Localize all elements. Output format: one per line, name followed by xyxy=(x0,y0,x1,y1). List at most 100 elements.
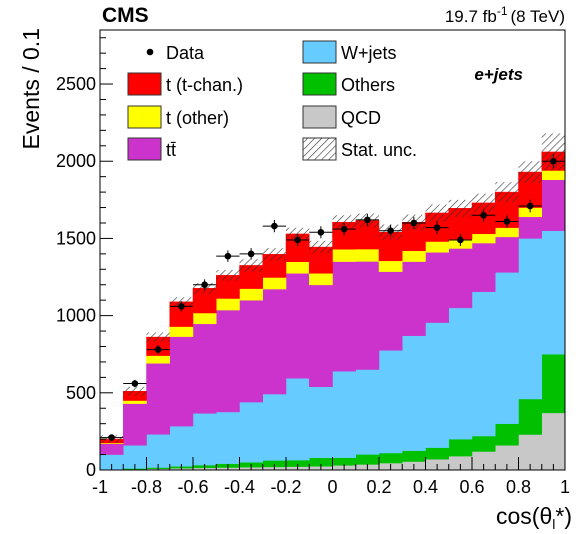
y-tick-label: 2500 xyxy=(56,74,96,94)
stat-unc-bin xyxy=(216,269,240,281)
w-jets-bin xyxy=(285,378,310,461)
stat-unc-bin xyxy=(518,161,542,183)
data-point xyxy=(503,218,511,225)
ttbar-bin xyxy=(518,216,542,239)
others-bin xyxy=(541,353,565,414)
legend-label-stat-unc: Stat. unc. xyxy=(341,140,417,160)
w-jets-bin xyxy=(355,369,380,455)
t-other-bin xyxy=(541,170,565,181)
x-tick-label: 1 xyxy=(560,477,570,497)
data-point xyxy=(317,228,325,236)
data-points xyxy=(100,154,565,441)
stat-unc-bin xyxy=(239,259,263,272)
ttbar-bin xyxy=(471,242,496,292)
y-tick-label: 500 xyxy=(66,383,96,403)
w-jets-bin xyxy=(402,335,426,451)
t-other-bin xyxy=(262,277,287,290)
legend-swatch-t-other xyxy=(127,105,162,129)
data-point xyxy=(364,216,371,224)
ttbar-bin xyxy=(239,299,263,403)
y-tick-label: 1000 xyxy=(56,306,96,326)
t-other-bin xyxy=(309,273,333,286)
ttbar-bin xyxy=(378,271,403,351)
x-tick-label: -1 xyxy=(92,477,108,497)
t-other-bin xyxy=(239,288,263,301)
data-point xyxy=(108,434,115,441)
legend-label-t-t-chan: t (t-chan.) xyxy=(166,75,243,95)
lumi-exponent: -1 xyxy=(497,4,508,18)
others-bin xyxy=(495,423,519,446)
ttbar-bin xyxy=(448,248,473,309)
data-point xyxy=(201,281,208,289)
data-point xyxy=(387,227,394,235)
stat-unc-bin xyxy=(286,227,310,241)
legend-label-w-jets: W+jets xyxy=(341,43,397,63)
ttbar-bin xyxy=(169,336,194,427)
data-point xyxy=(550,157,557,165)
w-jets-bin xyxy=(309,386,333,459)
stat-unc-bin xyxy=(123,386,147,396)
experiment-label: CMS xyxy=(102,4,149,27)
ttbar-bin xyxy=(541,179,565,231)
t-other-bin xyxy=(146,355,170,364)
legend-swatch-others xyxy=(302,72,337,96)
ttbar-bin xyxy=(100,443,124,455)
t-other-bin xyxy=(378,260,403,272)
stat-unc-bin xyxy=(472,193,496,213)
x-tick-label: -0.2 xyxy=(270,477,301,497)
legend-data-marker xyxy=(146,48,154,56)
stat-unc-bin xyxy=(262,248,286,261)
stat-unc-bin xyxy=(146,332,170,342)
t-other-bin xyxy=(192,312,217,325)
x-tick-label: 0.8 xyxy=(506,477,531,497)
w-jets-bin xyxy=(216,411,240,464)
plot-frame xyxy=(99,29,566,471)
x-tick-label: -0.4 xyxy=(224,477,255,497)
ttbar-bin xyxy=(402,261,426,336)
stat-unc-bin xyxy=(448,199,472,217)
w-jets-bin xyxy=(425,322,449,448)
others-bin xyxy=(425,447,449,460)
ttbar-bin xyxy=(192,323,217,414)
data-point xyxy=(271,222,278,230)
legend-label-others: Others xyxy=(341,75,395,95)
stat-unc-bin xyxy=(425,204,449,222)
ttbar-bin xyxy=(262,288,287,395)
ttbar-bin xyxy=(355,261,380,370)
t-other-bin xyxy=(495,227,519,238)
legend-swatch-stat-unc xyxy=(302,137,337,161)
stacked-histogram xyxy=(100,151,565,470)
data-point xyxy=(294,236,301,244)
ttbar-bin xyxy=(146,363,170,435)
w-jets-bin xyxy=(192,413,217,466)
legend-label-data: Data xyxy=(166,43,205,63)
y-axis-label: Events / 0.1 xyxy=(18,28,44,149)
t-other-bin xyxy=(332,248,356,262)
y-tick-label: 2000 xyxy=(56,151,96,171)
data-point xyxy=(433,224,441,231)
legend-label-ttbar: tt̄ xyxy=(166,140,176,160)
others-bin xyxy=(378,452,403,464)
x-tick-label: 0.2 xyxy=(366,477,391,497)
others-bin xyxy=(448,438,473,457)
energy-value: (8 TeV) xyxy=(511,7,566,26)
w-jets-bin xyxy=(262,393,287,461)
stat-unc-bin xyxy=(495,182,519,203)
others-bin xyxy=(471,435,496,452)
axes: -1 -0.8 -0.6 -0.4 -0.2 0 0.2 0.4 0.6 0.8 1 0 500 1000… xyxy=(56,37,570,497)
ttbar-bin xyxy=(332,261,356,372)
legend-swatch-qcd xyxy=(302,105,337,129)
data-point xyxy=(247,250,255,258)
y-tick-label: 0 xyxy=(86,460,96,480)
lumi-label: 19.7 fb-1 (8 TeV) xyxy=(445,4,565,26)
x-tick-label: 0.4 xyxy=(413,477,438,497)
data-point xyxy=(154,346,162,353)
t-other-bin xyxy=(471,233,496,244)
t-other-bin xyxy=(123,400,147,404)
t-other-bin xyxy=(355,248,380,262)
legend-swatch-w-jets xyxy=(302,40,337,64)
y-tick-label: 1500 xyxy=(56,228,96,248)
w-jets-bin xyxy=(448,307,473,440)
t-other-bin xyxy=(285,261,310,274)
w-jets-bin xyxy=(169,425,194,467)
